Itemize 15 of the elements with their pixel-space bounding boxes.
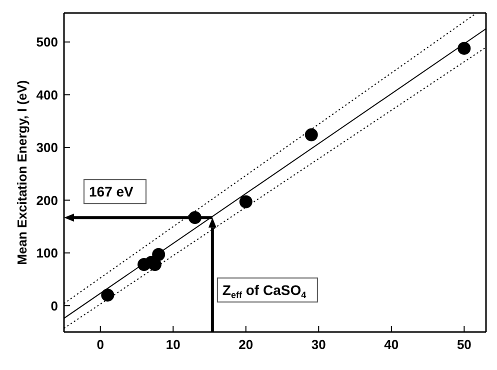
y-tick-label: 100 [36, 246, 58, 261]
y-axis-title: Mean Excitation Energy, I (eV) [14, 80, 30, 265]
y-tick-label: 500 [36, 34, 58, 50]
y-tick-label: 400 [36, 87, 58, 102]
y-tick-label: 200 [36, 192, 58, 208]
x-tick-label: 0 [96, 337, 104, 352]
x-tick-label: 50 [456, 337, 472, 352]
x-tick-label: 40 [384, 337, 399, 352]
x-tick-label: 10 [166, 337, 180, 352]
y-tick-label: 300 [36, 140, 58, 156]
y-tick-label: 0 [50, 298, 58, 314]
ref-line-label: 167 eV [89, 184, 134, 200]
ref-line-label: Z$_{eff}$ of CaSO$_{4}$ [222, 282, 306, 300]
x-tick-label: 30 [311, 337, 326, 352]
x-tick-label: 20 [238, 337, 254, 352]
